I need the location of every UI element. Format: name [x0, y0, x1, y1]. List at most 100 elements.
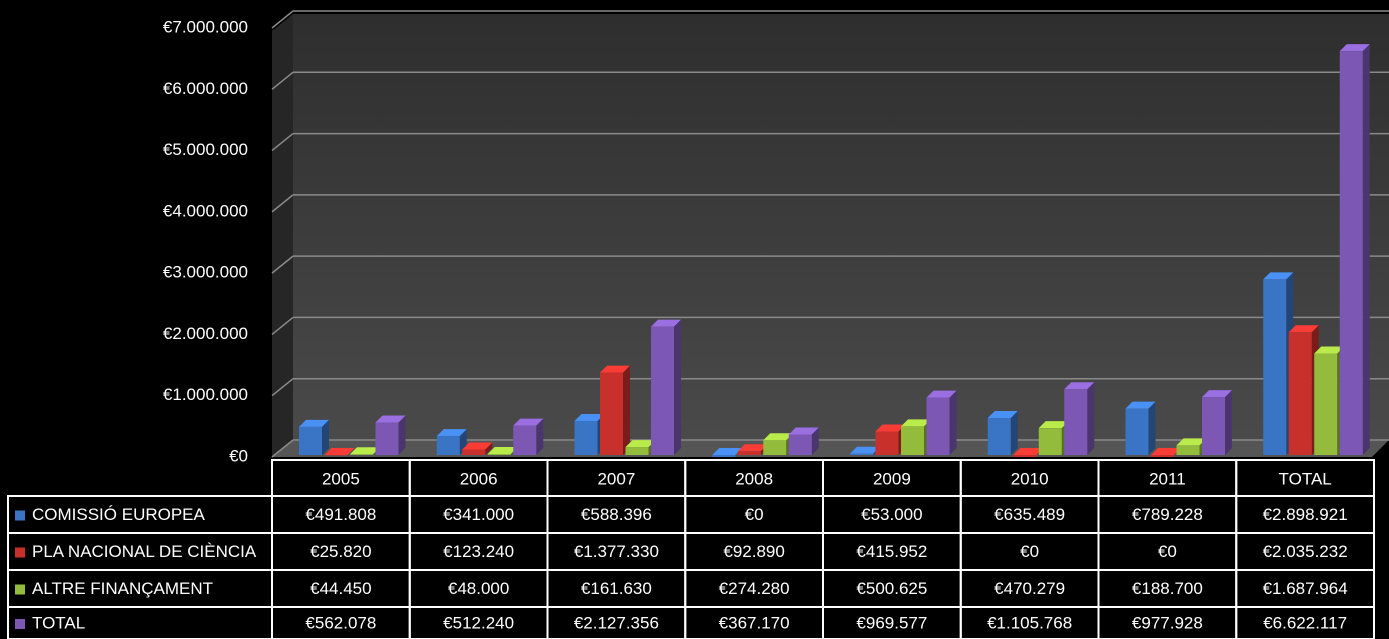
data-label: €1.377.330 [574, 542, 659, 561]
grid-line-side [271, 194, 294, 213]
bar [436, 436, 460, 455]
bar-top [1038, 421, 1069, 429]
data-label: €2.127.356 [574, 613, 659, 632]
bar [1064, 389, 1088, 455]
data-label: €2.035.232 [1263, 542, 1348, 561]
legend-label: ALTRE FINANÇAMENT [32, 579, 213, 598]
bar [1038, 428, 1062, 455]
x-tick-label: 2005 [322, 469, 360, 488]
grid-line-side [271, 439, 294, 458]
bar-top [350, 447, 380, 455]
grid-line-side [271, 132, 294, 152]
x-tick-label: 2011 [1149, 469, 1186, 488]
data-label: €2.898.921 [1263, 505, 1348, 524]
bar-top [1064, 382, 1095, 390]
bar-side [485, 442, 493, 455]
data-label: €789.228 [1132, 505, 1203, 524]
y-tick-label: €3.000.000 [163, 263, 248, 282]
y-tick-label: €2.000.000 [163, 324, 248, 343]
data-label: €48.000 [448, 579, 509, 598]
grid-line-side [271, 255, 294, 274]
bar-top [1176, 438, 1207, 446]
y-tick-label: €0 [229, 446, 248, 465]
bar-side [1148, 401, 1156, 455]
bar-side [623, 365, 630, 455]
bar [513, 425, 537, 455]
legend-label: PLA NACIONAL DE CIÈNCIA [32, 542, 257, 561]
bar [850, 453, 873, 455]
data-label: €188.700 [1132, 579, 1203, 598]
data-label: €0 [1158, 542, 1177, 561]
legend-swatch [15, 619, 25, 629]
bar-side [322, 419, 329, 455]
bar-top [1151, 448, 1181, 455]
legend-label: COMISSIÓ EUROPEA [32, 505, 206, 524]
bar-top [987, 411, 1018, 419]
bar [625, 447, 649, 455]
data-label: €977.928 [1132, 613, 1203, 632]
data-label: €367.170 [719, 613, 790, 632]
data-label: €25.820 [310, 542, 371, 561]
bar-top [1202, 390, 1232, 398]
data-label: €44.450 [310, 579, 371, 598]
bar-side [674, 319, 681, 455]
x-tick-label: 2009 [873, 469, 911, 488]
data-label: €470.279 [994, 579, 1065, 598]
legend-swatch [15, 584, 25, 595]
floor [272, 440, 1389, 457]
bar-top [1314, 346, 1345, 354]
grid-line-side [271, 316, 294, 336]
grid-line-side [271, 71, 294, 90]
legend-swatch [15, 510, 25, 521]
data-label: €1.105.768 [987, 613, 1072, 632]
data-label: €53.000 [861, 505, 922, 524]
bar [1013, 455, 1037, 457]
bar [901, 426, 924, 455]
bar-top [1339, 44, 1370, 52]
bar-side [1225, 390, 1232, 455]
data-label: €500.625 [856, 579, 927, 598]
bar-top [651, 319, 681, 327]
data-label: €0 [745, 505, 764, 524]
bar-top [763, 433, 794, 441]
bar-top [1288, 325, 1319, 333]
bar [712, 455, 736, 457]
bar [600, 372, 623, 455]
bar-side [1010, 411, 1018, 455]
grid-line-side [271, 10, 294, 29]
bar-top [1263, 272, 1294, 280]
y-tick-label: €7.000.000 [163, 17, 248, 36]
legend-swatch [15, 547, 25, 558]
bar [651, 326, 674, 455]
data-label: €562.078 [305, 613, 376, 632]
data-label: €6.622.117 [1263, 613, 1347, 632]
y-tick-label: €4.000.000 [163, 201, 248, 220]
bar [1288, 332, 1312, 455]
y-tick-label: €6.000.000 [163, 79, 248, 98]
bar-top [375, 415, 406, 423]
bar-top [600, 365, 630, 373]
bar-top [574, 413, 605, 421]
data-label: €1.687.964 [1263, 579, 1348, 598]
bar-side [1362, 44, 1370, 456]
bar [875, 431, 899, 455]
data-label: €341.000 [443, 505, 514, 524]
data-label: €635.489 [994, 505, 1065, 524]
y-tick-label: €5.000.000 [163, 140, 248, 159]
bar-top [788, 427, 819, 435]
data-label: €274.280 [719, 579, 790, 598]
bar-top [625, 440, 656, 448]
back-wall [293, 14, 1389, 440]
bar-top [926, 390, 957, 398]
x-tick-label: 2006 [460, 469, 498, 488]
bar [737, 451, 761, 455]
bar [987, 418, 1011, 455]
bar-top [1125, 401, 1156, 409]
bar-top [1013, 448, 1044, 455]
bar [487, 454, 511, 455]
bar-side [536, 418, 544, 455]
bar [763, 440, 787, 455]
bar [926, 397, 950, 455]
bar [1151, 455, 1174, 457]
